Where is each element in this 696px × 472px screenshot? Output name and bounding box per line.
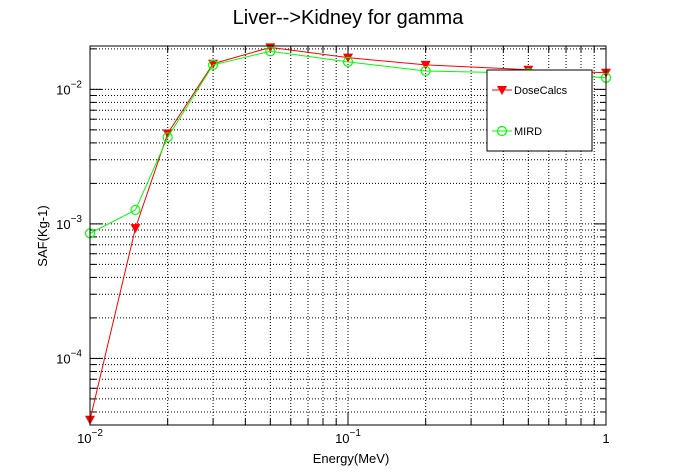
y-tick-label: 10−4 — [56, 348, 82, 366]
data-point-dosecalcs — [162, 129, 173, 139]
legend-label-mird: MIRD — [514, 126, 542, 138]
data-point-dosecalcs — [130, 224, 141, 234]
x-tick-label-exponent: −2 — [92, 428, 104, 439]
plot-frame — [89, 45, 607, 426]
x-tick-label-base: 10 — [335, 431, 349, 446]
y-axis-label: SAF(Kg-1) — [35, 205, 50, 266]
x-tick-label-exponent: −1 — [350, 428, 362, 439]
data-point-dosecalcs — [208, 59, 219, 69]
y-tick-label-base: 10 — [56, 351, 70, 366]
y-tick-label-base: 10 — [56, 217, 70, 232]
legend-marker-dosecalcs — [497, 86, 507, 95]
chart-title: Liver-->Kidney for gamma — [233, 7, 465, 29]
legend-marker-mird — [496, 125, 508, 137]
data-point-mird — [162, 132, 173, 143]
y-tick-label: 10−2 — [56, 79, 82, 97]
legend-label-dosecalcs: DoseCalcs — [514, 85, 568, 97]
y-tick-label: 10−3 — [56, 214, 82, 232]
data-point-mird — [207, 59, 219, 70]
x-tick-label: 1 — [602, 431, 609, 446]
data-point-mird — [130, 204, 141, 216]
legend: DoseCalcs MIRD — [486, 69, 593, 152]
axis-ticks — [89, 46, 607, 425]
x-tick-label-base: 1 — [602, 431, 609, 446]
data-point-mird — [420, 65, 431, 77]
y-tick-label-exponent: −4 — [71, 348, 83, 359]
y-tick-label-base: 10 — [56, 82, 70, 97]
x-tick-label: 10−2 — [77, 428, 103, 446]
data-point-dosecalcs — [420, 60, 431, 70]
y-tick-label-exponent: −2 — [71, 79, 83, 90]
data-point-dosecalcs — [343, 53, 353, 63]
x-tick-label-base: 10 — [77, 431, 91, 446]
y-tick-label-exponent: −3 — [71, 214, 83, 225]
tick-labels: 10−2 10−1 110−410−310−2 — [56, 79, 609, 446]
x-tick-label: 10−1 — [335, 428, 361, 446]
data-point-mird — [342, 56, 354, 67]
data-point-mird — [265, 46, 276, 57]
x-axis-label: Energy(MeV) — [313, 451, 390, 466]
legend-box — [486, 69, 593, 152]
